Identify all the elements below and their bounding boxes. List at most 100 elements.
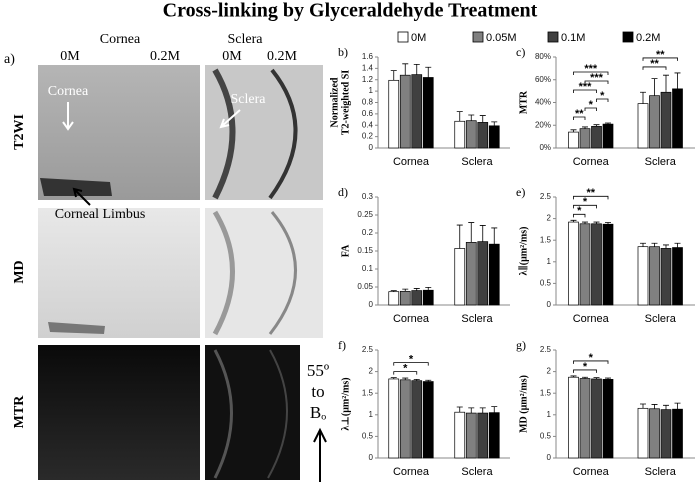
significance-bracket [393,362,429,366]
bar [477,241,489,306]
error-bar [582,126,588,129]
y-tick-label: 0.2 [362,132,374,141]
bar [637,103,649,149]
concentration-label: 0.2M [267,49,298,64]
significance-label: * [577,205,582,217]
significance-bracket [584,107,597,111]
error-bar [479,407,486,414]
bar [637,407,649,459]
y-tick-label: 2 [369,367,374,376]
y-tick-label: 0.05 [357,282,373,291]
significance-bracket [573,369,597,373]
error-bar [674,402,681,410]
row-label: MD [12,260,27,283]
significance-label: * [583,196,588,208]
bar [591,378,602,459]
bar [422,77,434,149]
significance-label: * [589,352,594,364]
significance-bracket [642,57,678,61]
image [38,208,200,338]
error-bar [390,70,397,81]
panel-label: c) [516,45,525,59]
image [38,65,200,200]
legend-label: 0M [411,32,426,44]
error-bar [491,227,498,245]
bar [477,412,489,459]
bar [477,122,489,149]
figure-title: Cross-linking by Glyceraldehyde Treatmen… [163,0,538,22]
y-tick-label: 0 [369,143,374,152]
orientation-arrow [313,427,327,482]
bar [568,376,579,459]
legend-label: 0.05M [486,32,517,44]
y-tick-label: 1.2 [362,75,374,84]
annotation: Sclera [231,92,267,107]
y-tick-label: 1.5 [540,235,552,244]
arrow [219,109,241,129]
error-bar [491,406,498,413]
bar [660,248,672,306]
significance-label: ** [575,108,584,120]
error-bar [663,74,669,93]
y-tick-label: 0 [369,453,374,462]
y-tick-label: 2 [547,214,552,223]
bar [399,290,411,306]
error-bar [663,404,669,410]
concentration-label: 0M [60,49,80,64]
bar [637,246,649,306]
bar [488,125,500,149]
y-tick-label: 0.15 [357,246,373,255]
bar [568,221,579,306]
bar [602,223,614,306]
image [38,345,200,480]
y-tick-label: 0 [369,300,374,309]
chart: f) λ⊥(μm²/ms) 0 0.5 1 1.5 2 2.5 Cornea Sclera ** [338,338,510,478]
error-bar [651,404,658,409]
bar [411,380,423,459]
error-bar [605,377,611,380]
significance-label: * [589,99,594,111]
significance-bracket [584,80,609,84]
error-bar [582,221,588,224]
x-tick-label: Sclera [461,313,493,325]
bar [388,378,400,459]
panel-label: e) [516,185,525,199]
row-label: T2WI [12,114,27,150]
significance-label: * [403,363,408,375]
error-bar [456,406,463,413]
y-tick-label: 0.6 [362,109,374,118]
y-tick-label: 80% [535,52,551,61]
orientation-label: Bₒ [310,403,326,422]
significance-bracket [573,213,586,218]
y-tick-label: 1 [547,410,552,419]
error-bar [570,219,577,223]
bar [422,289,434,306]
bar [411,74,423,149]
panel-label: g) [516,338,526,352]
y-tick-label: 0.5 [362,432,374,441]
error-bar [570,375,577,378]
error-bar [605,122,611,125]
bar [660,91,672,149]
y-tick-label: 1 [369,410,374,419]
significance-label: *** [579,81,593,93]
significance-label: * [583,361,588,373]
error-bar [456,111,463,122]
bar [602,123,614,149]
bar [399,379,411,459]
significance-label: * [600,90,605,102]
arrow [72,187,91,206]
x-tick-label: Cornea [573,466,610,478]
bar [411,290,423,306]
bar [422,381,434,459]
x-tick-label: Cornea [573,156,610,168]
error-bar [593,221,600,224]
significance-bracket [573,116,586,120]
error-bar [651,78,658,96]
bar [672,247,683,306]
error-bar [402,377,409,380]
y-tick-label: 1.5 [362,388,374,397]
chart: b) Normalized T2-weighted SI 0 0.2 0.4 0.6 0.8 1… [329,45,510,168]
